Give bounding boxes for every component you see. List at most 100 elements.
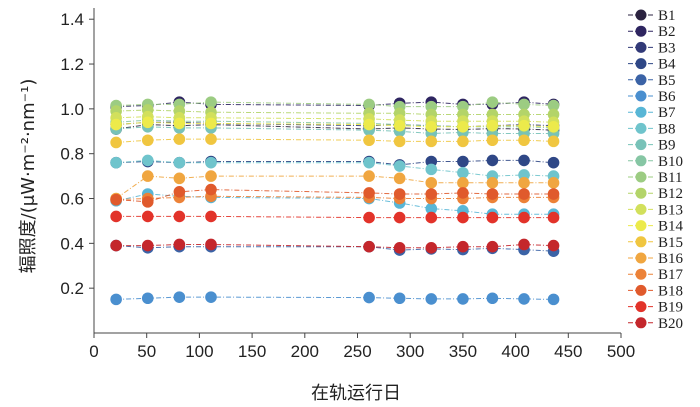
data-point [486,211,499,224]
data-point [547,120,560,133]
data-point [518,177,530,189]
data-point [457,155,469,168]
legend-label: B18 [658,283,683,299]
data-point [547,211,560,224]
data-point [425,177,438,189]
data-point [547,135,560,148]
legend-item: B4 [628,57,676,73]
data-point [173,133,186,145]
legend-marker [635,284,647,296]
data-point [425,188,438,200]
data-point [173,210,186,223]
legend-item: B9 [628,138,676,154]
data-point [363,187,375,199]
data-point [457,211,469,224]
legend-label: B12 [658,186,683,202]
series-b20 [110,238,560,254]
legend-marker [635,155,647,167]
data-point [457,177,469,189]
legend-label: B13 [658,202,683,218]
data-point [205,96,217,108]
data-point [141,210,154,223]
legend-marker [635,139,647,151]
legend-label: B20 [658,316,683,332]
legend-marker [635,25,647,37]
data-point [518,238,530,251]
legend-label: B8 [658,121,676,137]
data-point [393,172,406,185]
x-axis-title: 在轨运行日 [311,383,401,404]
data-point [205,210,217,223]
data-point [425,163,438,176]
legend-marker [635,74,647,86]
legend-label: B14 [658,219,684,235]
data-point [363,134,375,147]
series-b6 [110,291,560,306]
data-point [141,116,154,129]
data-point [486,188,499,200]
y-tick-label: 0.8 [60,145,84,164]
data-point [518,211,530,224]
legend-marker [635,187,647,199]
data-point [486,292,499,305]
legend-label: B19 [658,300,683,316]
legend-marker [635,252,647,264]
legend-marker [635,90,647,102]
data-point [457,187,469,199]
x-tick-label: 250 [343,342,371,361]
data-point [518,188,530,200]
data-point [110,193,122,206]
data-point [457,293,469,305]
data-point [141,196,154,208]
data-point [205,238,217,251]
legend-label: B1 [658,8,676,24]
data-point [110,136,122,149]
series-layer [110,96,560,306]
data-point [141,134,154,147]
data-point [486,240,499,253]
x-tick-label: 200 [291,342,319,361]
data-point [141,154,154,167]
legend-label: B2 [658,24,676,40]
legend-item: B17 [628,267,684,283]
x-tick-label: 450 [554,342,582,361]
x-tick-label: 50 [137,342,156,361]
y-tick-label: 1.0 [60,100,84,119]
data-point [425,293,438,305]
legend-item: B16 [628,251,684,267]
data-point [518,119,530,132]
legend-label: B11 [658,170,682,186]
legend-label: B7 [658,105,676,121]
data-point [425,211,438,224]
data-point [363,291,375,304]
legend-label: B3 [658,40,676,56]
legend-marker [635,41,647,53]
data-point [363,98,375,111]
legend-marker [635,268,647,280]
data-point [486,119,499,132]
legend-marker [635,122,647,134]
x-tick-label: 0 [89,342,98,361]
data-point [173,172,186,185]
data-point [518,154,530,167]
data-point [547,239,560,252]
legend-item: B8 [628,121,676,137]
data-point [547,188,560,200]
legend-marker [635,220,647,232]
legend-label: B16 [658,251,684,267]
x-tick-label: 350 [449,342,477,361]
legend-item: B5 [628,73,676,89]
data-point [486,134,499,147]
legend-marker [635,236,647,248]
data-point [425,135,438,148]
data-point [205,183,217,196]
data-point [393,292,406,305]
legend-item: B3 [628,40,676,56]
data-point [425,242,438,254]
data-point [205,133,217,145]
data-point [141,292,154,305]
x-tick-label: 400 [501,342,529,361]
y-tick-label: 0.4 [60,234,84,253]
data-point [425,202,438,215]
data-point [141,239,154,252]
